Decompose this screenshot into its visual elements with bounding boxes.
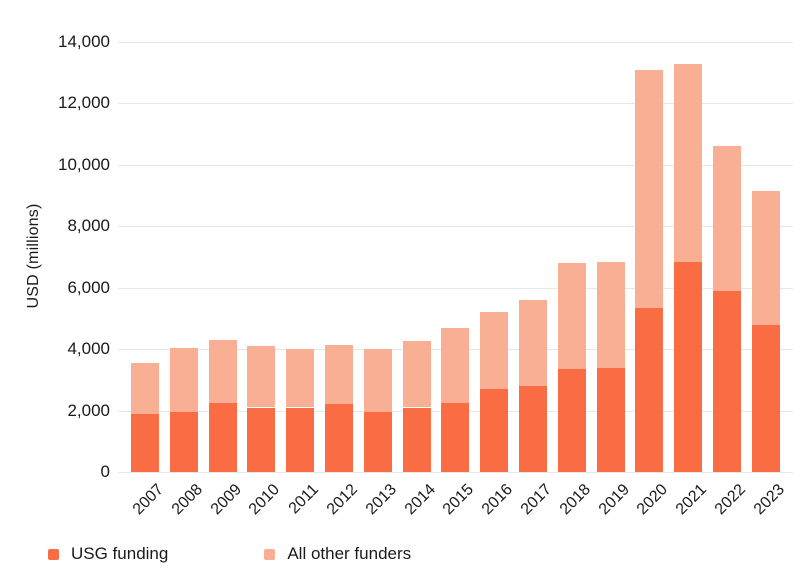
bar-all-other-funders-2019 [596,261,625,368]
bar-all-other-funders-2015 [441,327,470,403]
x-tick-label-2012: 2012 [323,481,362,519]
x-tick-label-2013: 2013 [362,481,400,519]
bar-all-other-funders-2013 [363,349,392,413]
bar-all-other-funders-2018 [557,263,586,370]
x-tick-label-2014: 2014 [401,481,439,519]
bar-usg-funding-2018 [557,369,586,472]
gridline-10000 [118,164,793,166]
x-tick-label-2022: 2022 [711,481,750,519]
y-axis-title: USD (millions) [25,203,42,309]
bar-all-other-funders-2022 [713,146,741,291]
bar-all-other-funders-2011 [286,349,315,408]
bar-all-other-funders-2009 [208,339,237,403]
bar-all-other-funders-2023 [751,190,780,325]
bar-all-other-funders-2016 [480,312,509,390]
legend: USG funding All other funders [48,544,411,564]
bar-usg-funding-2023 [751,324,780,472]
bar-usg-funding-2021 [674,261,703,472]
y-tick-label-14000: 14,000 [58,32,110,51]
gridline-6000 [118,287,793,289]
bar-usg-funding-2007 [131,413,159,472]
bar-all-other-funders-2021 [674,63,703,262]
x-tick-label-2008: 2008 [168,481,206,519]
usg-funding-swatch-icon [48,548,59,560]
all-other-funders-swatch-icon [264,548,276,560]
gridline-8000 [118,226,793,228]
y-tick-label-0: 0 [100,462,110,481]
bar-all-other-funders-2020 [635,69,664,308]
x-tick-label-2015: 2015 [440,481,478,519]
bar-usg-funding-2013 [363,412,392,472]
bar-usg-funding-2014 [402,407,431,472]
legend-item-usg-funding: USG funding [48,544,168,564]
legend-label-all-other-funders: All other funders [287,544,412,563]
y-tick-label-12000: 12,000 [58,93,110,113]
x-tick-label-2009: 2009 [207,481,245,519]
legend-item-all-other-funders: All other funders [264,544,411,564]
bar-usg-funding-2020 [635,307,664,472]
bar-usg-funding-2017 [519,386,547,472]
bar-usg-funding-2010 [247,407,276,472]
bar-usg-funding-2022 [713,290,741,472]
bar-usg-funding-2015 [441,402,470,472]
bar-all-other-funders-2010 [247,346,276,408]
bar-all-other-funders-2008 [169,347,198,413]
bar-usg-funding-2019 [596,367,625,472]
gridline-12000 [118,103,793,105]
bar-usg-funding-2011 [286,407,315,472]
y-tick-label-2000: 2,000 [67,400,110,420]
x-tick-label-2016: 2016 [479,481,517,519]
bar-usg-funding-2012 [325,404,353,472]
bar-usg-funding-2008 [169,412,198,472]
bar-all-other-funders-2017 [519,300,547,386]
bar-all-other-funders-2012 [325,344,353,405]
gridline-0 [118,472,793,473]
y-tick-label-10000: 10,000 [58,154,110,174]
gridline-14000 [118,42,793,43]
y-tick-label-6000: 6,000 [67,277,110,297]
bar-all-other-funders-2007 [131,362,159,414]
y-tick-label-4000: 4,000 [67,339,110,359]
x-tick-label-2023: 2023 [750,481,788,519]
y-tick-label-8000: 8,000 [67,216,110,236]
x-tick-label-2010: 2010 [246,481,284,519]
x-tick-label-2018: 2018 [556,481,594,519]
bar-usg-funding-2009 [208,402,237,472]
x-tick-label-2021: 2021 [673,481,711,519]
x-tick-label-2019: 2019 [595,481,633,519]
bar-all-other-funders-2014 [402,341,431,408]
bar-usg-funding-2016 [480,389,509,472]
x-tick-label-2017: 2017 [517,481,556,519]
x-tick-label-2011: 2011 [285,481,323,518]
legend-label-usg-funding: USG funding [71,544,169,563]
x-tick-label-2020: 2020 [634,481,672,519]
x-tick-label-2007: 2007 [129,481,168,519]
